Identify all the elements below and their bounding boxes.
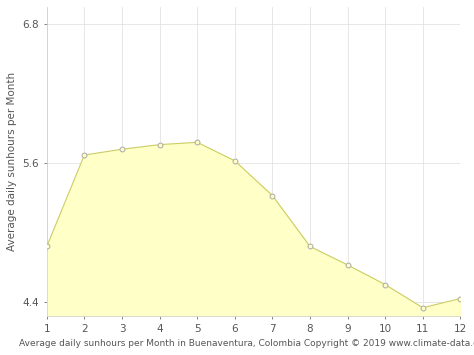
Y-axis label: Average daily sunhours per Month: Average daily sunhours per Month (7, 72, 17, 251)
X-axis label: Average daily sunhours per Month in Buenaventura, Colombia Copyright © 2019 www.: Average daily sunhours per Month in Buen… (19, 339, 474, 348)
